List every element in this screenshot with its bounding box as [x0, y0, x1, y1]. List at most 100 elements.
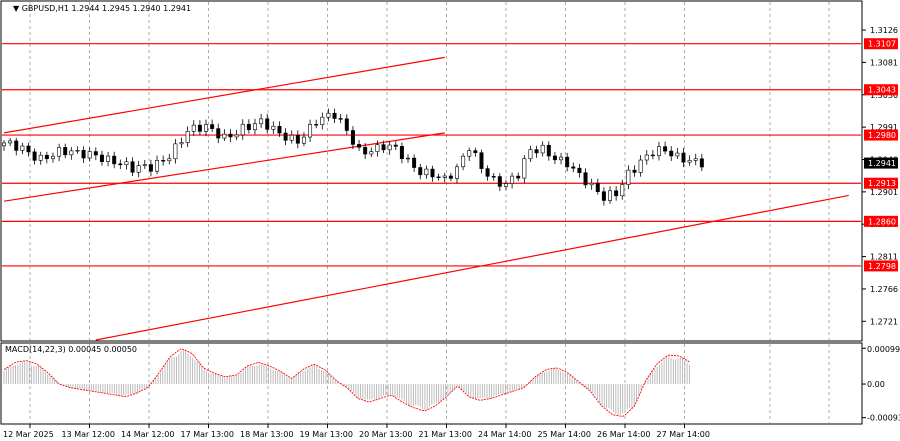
candle-body [528, 149, 533, 160]
x-tick-label: 19 Mar 13:00 [300, 430, 353, 439]
candle-body [283, 132, 288, 141]
candle-body [277, 125, 282, 134]
candle-body [8, 140, 13, 144]
level-tag-bg [864, 215, 898, 227]
candle-body [375, 144, 380, 152]
candle-body [81, 150, 86, 159]
candle-body [455, 166, 459, 179]
candle-body [589, 182, 594, 186]
level-tag-bg [864, 129, 898, 141]
candle-body [185, 131, 190, 143]
candle-body [510, 175, 515, 184]
y-tick-label: 1.3081 [870, 58, 898, 67]
candle-body [259, 118, 264, 125]
candle-body [565, 156, 570, 168]
candle-body [546, 144, 551, 157]
candle-body [681, 152, 686, 163]
x-tick-label: 18 Mar 13:00 [240, 430, 293, 439]
candle-body [577, 167, 582, 174]
candle-body [38, 154, 43, 161]
candle-body [663, 146, 668, 152]
candle-body [436, 176, 441, 179]
y-tick-label: 1.2901 [870, 188, 898, 197]
candle-body [234, 134, 239, 138]
candle-body [461, 155, 466, 168]
candle-body [161, 160, 166, 162]
candle-body [240, 123, 245, 136]
macd-plot-frame [0, 342, 863, 425]
candle-body [516, 175, 521, 179]
candle-body [430, 168, 435, 178]
candles [2, 108, 704, 206]
candle-body [393, 144, 398, 147]
candle-body [44, 154, 49, 160]
candle-body [50, 155, 55, 160]
candle-body [448, 175, 453, 179]
candle-body [540, 144, 545, 154]
candle-body [467, 150, 472, 157]
candle-body [338, 118, 343, 120]
candle-body [314, 124, 319, 126]
candle-body [412, 157, 417, 168]
candle-body [491, 176, 496, 178]
x-tick-label: 24 Mar 14:00 [478, 430, 531, 439]
y-tick-label: 1.3126 [870, 26, 898, 35]
candle-body [136, 165, 141, 173]
level-tag-bg [864, 84, 898, 96]
candle-body [534, 149, 539, 154]
candle-body [320, 116, 325, 126]
candle-body [216, 128, 221, 139]
chart-title-text: GBPUSD,H1 1.2944 1.2945 1.2940 1.2941 [22, 4, 191, 13]
candle-body [503, 183, 508, 187]
candle-body [14, 140, 19, 151]
x-tick-label: 13 Mar 12:00 [62, 430, 115, 439]
macd-signal-line [3, 348, 690, 417]
candle-body [632, 169, 637, 173]
candle-body [497, 176, 502, 187]
candle-body [626, 169, 631, 185]
candle-body [130, 161, 135, 173]
candle-body [687, 160, 692, 163]
candle-body [124, 161, 129, 166]
grid-lines [29, 2, 830, 423]
candle-body [381, 144, 386, 151]
candle-body [595, 182, 600, 192]
macd-indicator: 0.00099 0.00 -0.00093 [3, 345, 900, 423]
y-tick-label: 1.3036 [870, 91, 898, 100]
x-tick-label: 21 Mar 13:00 [419, 430, 472, 439]
level-tag-label: 1.2860 [868, 217, 896, 226]
candle-body [246, 123, 251, 131]
candle-body [173, 143, 178, 160]
trend-channel-line [3, 132, 445, 202]
price-tags: 1.3107 1.3043 1.2980 1.2913 1.2860 1.2798 1.29… [864, 38, 898, 272]
candle-body [571, 166, 576, 169]
candle-body [142, 164, 147, 166]
candle-body [608, 190, 613, 201]
candle-body [406, 157, 410, 160]
candle-body [148, 164, 153, 172]
candle-body [387, 144, 392, 151]
x-tick-label: 27 Mar 14:00 [657, 430, 710, 439]
candle-body [301, 136, 306, 144]
chart-title: ▼ GBPUSD,H1 1.2944 1.2945 1.2940 1.2941 [13, 4, 191, 13]
candle-body [657, 146, 661, 156]
candle-body [210, 124, 215, 129]
time-axis: 12 Mar 2025 13 Mar 12:00 14 Mar 12:00 17 Ma… [3, 424, 710, 439]
candle-body [155, 160, 160, 172]
candle-body [620, 184, 625, 197]
candle-body [191, 124, 196, 132]
y-tick-label: 1.2721 [870, 317, 898, 326]
candle-body [106, 155, 111, 162]
title-triangle-icon: ▼ [13, 4, 22, 13]
candle-body [699, 158, 704, 168]
candle-body [179, 142, 184, 145]
level-tag-bg [864, 38, 898, 50]
candle-body [522, 158, 527, 179]
price-axis: 1.31261.30811.30361.29911.29461.29011.28… [862, 26, 898, 326]
candle-body [75, 150, 80, 152]
candle-body [252, 123, 257, 131]
candle-body [669, 150, 674, 157]
candle-body [93, 151, 98, 156]
candle-body [638, 159, 643, 173]
